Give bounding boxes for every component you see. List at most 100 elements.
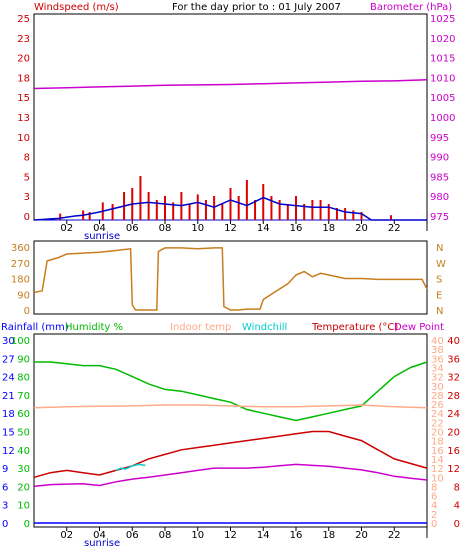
indoor-temp-tick-label: 0 [431,519,437,530]
direction-tick-label: 90 [17,290,30,301]
rainfall-tick-label: 3 [2,501,8,512]
humidity-tick-label: 80 [17,373,30,384]
rainfall-tick-label: 0 [2,519,8,530]
rainfall-tick-label: 9 [2,464,8,475]
indoor-temp-tick-label: 34 [431,363,444,374]
sunrise-label-top: sunrise [84,231,120,242]
indoor-temp-tick-label: 30 [431,382,444,393]
time-tick-label: 10 [191,223,204,234]
windspeed-tick-label: 25 [17,14,30,25]
temperature-tick-label: 36 [447,354,460,365]
direction-tick-label: 0 [24,306,30,317]
dewpoint-legend: Dew Point [394,322,444,333]
time-tick-label: 08 [159,223,172,234]
windspeed-tick-label: 23 [17,34,30,45]
temperature-tick-label: 40 [447,336,460,347]
barometer-tick-label: 1020 [430,34,455,45]
indoor-temp-tick-label: 20 [431,428,444,439]
indoor-temp-tick-label: 18 [431,437,444,448]
windchill-line [115,463,146,472]
humidity-tick-label: 100 [11,336,30,347]
panel-temperature [33,333,428,528]
temperature-tick-label: 24 [447,409,460,420]
panel-wind-pressure [33,13,428,221]
temperature-legend: Temperature (°C) [311,322,398,333]
compass-label: S [436,275,442,286]
compass-label: W [436,259,446,270]
windspeed-tick-label: 18 [17,73,30,84]
time-tick-label: 16 [290,530,303,541]
barometer-tick-label: 1000 [430,113,455,124]
time-tick-label: 06 [126,223,139,234]
rainfall-tick-label: 18 [2,409,15,420]
indoor-temp-tick-label: 38 [431,345,444,356]
time-tick-label: 06 [126,530,139,541]
barometer-tick-label: 980 [430,192,449,203]
compass-label: N [436,243,443,254]
windspeed-tick-label: 0 [24,212,30,223]
sunrise-label-bottom: sunrise [84,538,120,549]
time-tick-label: 14 [257,223,270,234]
humidity-tick-label: 90 [17,354,30,365]
windspeed-line [33,196,427,221]
compass-label: N [436,306,443,317]
barometer-tick-label: 1005 [430,93,455,104]
windspeed-tick-label: 8 [24,153,30,164]
rainfall-legend: Rainfall (mm) [1,322,69,333]
time-tick-label: 22 [388,223,401,234]
indoor-temp-tick-label: 32 [431,373,444,384]
temperature-line [33,430,428,479]
windspeed-tick-label: 15 [17,93,30,104]
indoor-temp-legend: Indoor temp [170,322,231,333]
temperature-tick-label: 20 [447,428,460,439]
compass-label: E [436,290,442,301]
humidity-tick-label: 60 [17,409,30,420]
humidity-tick-label: 70 [17,391,30,402]
temperature-tick-label: 32 [447,373,460,384]
indoor-temp-tick-label: 2 [431,510,437,521]
rainfall-tick-label: 30 [2,336,15,347]
temperature-tick-label: 16 [447,446,460,457]
time-tick-label: 16 [290,223,303,234]
humidity-line [34,361,428,422]
temperature-tick-label: 4 [454,501,460,512]
rainfall-tick-label: 15 [2,428,15,439]
temperature-tick-label: 8 [454,482,460,493]
windspeed-tick-label: 3 [24,192,30,203]
windspeed-tick-label: 13 [17,113,30,124]
barometer-tick-label: 995 [430,133,449,144]
humidity-tick-label: 30 [17,464,30,475]
indoor-temp-tick-label: 40 [431,336,444,347]
time-tick-label: 02 [60,530,73,541]
wind-direction-line [33,247,428,311]
time-tick-label: 18 [322,223,335,234]
time-tick-label: 22 [388,530,401,541]
indoor-temp-tick-label: 36 [431,354,444,365]
temperature-tick-label: 28 [447,391,460,402]
rainfall-tick-label: 6 [2,482,8,493]
panel-wind-direction [33,240,428,315]
barometer-axis-title: Barometer (hPa) [370,2,452,13]
temperature-tick-label: 12 [447,464,460,475]
windspeed-tick-label: 10 [17,133,30,144]
rainfall-tick-label: 27 [2,354,15,365]
time-tick-label: 14 [257,530,270,541]
barometer-tick-label: 990 [430,153,449,164]
barometer-line [33,79,428,90]
barometer-tick-label: 985 [430,172,449,183]
indoor-temp-tick-label: 4 [431,501,437,512]
time-tick-label: 10 [191,530,204,541]
direction-tick-label: 360 [11,243,30,254]
indoor-temp-tick-label: 26 [431,400,444,411]
windspeed-tick-label: 20 [17,54,30,65]
barometer-tick-label: 1010 [430,73,455,84]
rainfall-tick-label: 21 [2,391,15,402]
indoor-temp-tick-label: 28 [431,391,444,402]
indoor-temp-tick-label: 10 [431,473,444,484]
temperature-tick-label: 0 [454,519,460,530]
indoor-temp-tick-label: 6 [431,492,437,503]
time-tick-label: I [426,223,429,234]
time-tick-label: 20 [355,223,368,234]
indoor-temp-tick-label: 22 [431,418,444,429]
